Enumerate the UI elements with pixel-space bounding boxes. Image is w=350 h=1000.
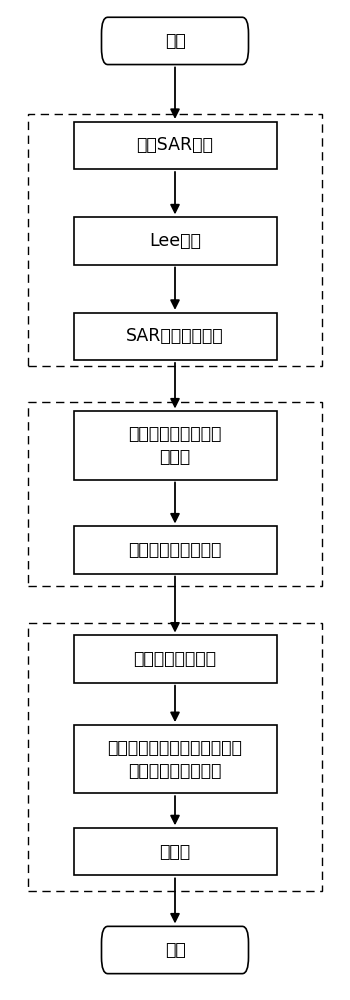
Text: 目标SAR图像: 目标SAR图像 xyxy=(136,136,214,154)
FancyBboxPatch shape xyxy=(102,926,248,974)
FancyBboxPatch shape xyxy=(74,725,276,793)
Text: SAR图像亮度调节: SAR图像亮度调节 xyxy=(126,327,224,345)
Bar xyxy=(28,402,322,586)
Text: Lee滤波: Lee滤波 xyxy=(149,232,201,250)
FancyBboxPatch shape xyxy=(74,635,276,683)
Text: 海岸线的初始轮廓: 海岸线的初始轮廓 xyxy=(133,650,217,668)
FancyBboxPatch shape xyxy=(74,411,276,480)
Text: 海岸线: 海岸线 xyxy=(160,843,190,861)
Bar xyxy=(28,623,322,891)
FancyBboxPatch shape xyxy=(74,828,276,875)
FancyBboxPatch shape xyxy=(74,526,276,574)
Text: 图像卷积、生成网格
采样点: 图像卷积、生成网格 采样点 xyxy=(128,425,222,466)
FancyBboxPatch shape xyxy=(74,122,276,169)
FancyBboxPatch shape xyxy=(74,313,276,360)
Bar xyxy=(28,114,322,366)
Text: 基于区域模型的几何活动轮廓
模型的快速曲线演化: 基于区域模型的几何活动轮廓 模型的快速曲线演化 xyxy=(107,739,243,780)
FancyBboxPatch shape xyxy=(102,17,248,65)
Text: 开始: 开始 xyxy=(164,32,186,50)
FancyBboxPatch shape xyxy=(74,217,276,265)
Text: 结束: 结束 xyxy=(164,941,186,959)
Text: 在网格采样点画圆盘: 在网格采样点画圆盘 xyxy=(128,541,222,559)
